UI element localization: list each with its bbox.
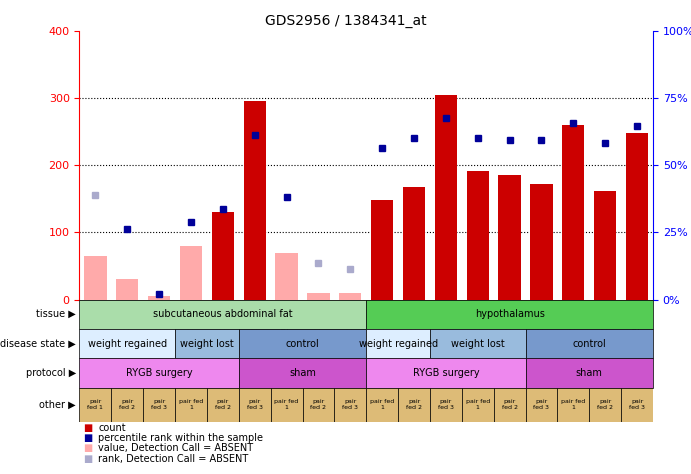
Text: subcutaneous abdominal fat: subcutaneous abdominal fat — [153, 309, 293, 319]
Text: ■: ■ — [83, 422, 92, 433]
Text: ■: ■ — [83, 443, 92, 454]
Bar — [589, 388, 621, 422]
Bar — [211, 212, 234, 300]
Text: pair
fed 3: pair fed 3 — [247, 400, 263, 410]
Text: ■: ■ — [83, 433, 92, 443]
Text: protocol ▶: protocol ▶ — [26, 368, 76, 378]
Text: weight lost: weight lost — [180, 338, 234, 349]
Bar — [334, 388, 366, 422]
Bar — [303, 388, 334, 422]
Bar — [462, 388, 493, 422]
Bar — [403, 187, 425, 300]
Text: pair
fed 2: pair fed 2 — [502, 400, 518, 410]
Text: pair
fed 1: pair fed 1 — [88, 400, 104, 410]
Bar — [207, 388, 239, 422]
Text: pair
fed 2: pair fed 2 — [120, 400, 135, 410]
Bar — [276, 253, 298, 300]
Text: rank, Detection Call = ABSENT: rank, Detection Call = ABSENT — [98, 454, 248, 464]
Bar — [626, 133, 648, 300]
Text: hypothalamus: hypothalamus — [475, 309, 545, 319]
Bar — [366, 300, 653, 329]
Text: RYGB surgery: RYGB surgery — [413, 368, 479, 378]
Text: count: count — [98, 422, 126, 433]
Bar — [180, 246, 202, 300]
Text: pair
fed 2: pair fed 2 — [310, 400, 326, 410]
Bar — [239, 388, 271, 422]
Bar — [84, 256, 106, 300]
Text: other ▶: other ▶ — [39, 400, 76, 410]
Bar — [116, 279, 138, 300]
Text: disease state ▶: disease state ▶ — [0, 338, 76, 349]
Bar — [366, 388, 398, 422]
Bar — [148, 296, 170, 300]
Text: percentile rank within the sample: percentile rank within the sample — [98, 433, 263, 443]
Bar — [175, 329, 239, 358]
Text: value, Detection Call = ABSENT: value, Detection Call = ABSENT — [98, 443, 253, 454]
Text: sham: sham — [289, 368, 316, 378]
Bar — [466, 171, 489, 300]
Text: tissue ▶: tissue ▶ — [36, 309, 76, 319]
Text: pair fed
1: pair fed 1 — [179, 400, 203, 410]
Bar — [339, 293, 361, 300]
Bar — [239, 329, 366, 358]
Bar — [430, 329, 526, 358]
Bar — [239, 358, 366, 388]
Text: pair
fed 2: pair fed 2 — [597, 400, 613, 410]
Bar — [526, 388, 558, 422]
Text: pair
fed 3: pair fed 3 — [151, 400, 167, 410]
Bar — [493, 388, 526, 422]
Bar — [307, 293, 330, 300]
Bar — [594, 191, 616, 300]
Bar — [79, 300, 366, 329]
Text: pair
fed 3: pair fed 3 — [342, 400, 359, 410]
Text: pair fed
1: pair fed 1 — [561, 400, 585, 410]
Bar — [558, 388, 589, 422]
Text: ■: ■ — [83, 454, 92, 464]
Bar — [79, 358, 239, 388]
Bar — [526, 358, 653, 388]
Text: weight regained: weight regained — [359, 338, 437, 349]
Bar — [143, 388, 175, 422]
Bar — [526, 329, 653, 358]
Bar — [498, 175, 521, 300]
Bar — [398, 388, 430, 422]
Bar — [562, 125, 585, 300]
Text: pair
fed 3: pair fed 3 — [533, 400, 549, 410]
Text: RYGB surgery: RYGB surgery — [126, 368, 192, 378]
Text: pair fed
1: pair fed 1 — [466, 400, 490, 410]
Text: pair fed
1: pair fed 1 — [274, 400, 299, 410]
Bar — [435, 95, 457, 300]
Bar — [79, 329, 175, 358]
Text: sham: sham — [576, 368, 603, 378]
Text: control: control — [572, 338, 606, 349]
Bar — [271, 388, 303, 422]
Bar — [366, 358, 526, 388]
Bar — [366, 329, 430, 358]
Text: pair
fed 2: pair fed 2 — [215, 400, 231, 410]
Text: pair
fed 3: pair fed 3 — [629, 400, 645, 410]
Bar — [621, 388, 653, 422]
Bar — [430, 388, 462, 422]
Bar — [530, 184, 553, 300]
Bar — [371, 200, 393, 300]
Text: weight regained: weight regained — [88, 338, 167, 349]
Text: pair fed
1: pair fed 1 — [370, 400, 395, 410]
Text: GDS2956 / 1384341_at: GDS2956 / 1384341_at — [265, 14, 426, 28]
Bar — [79, 388, 111, 422]
Bar — [111, 388, 143, 422]
Text: weight lost: weight lost — [451, 338, 504, 349]
Bar — [175, 388, 207, 422]
Text: control: control — [285, 338, 319, 349]
Text: pair
fed 3: pair fed 3 — [438, 400, 454, 410]
Text: pair
fed 2: pair fed 2 — [406, 400, 422, 410]
Bar — [243, 101, 266, 300]
